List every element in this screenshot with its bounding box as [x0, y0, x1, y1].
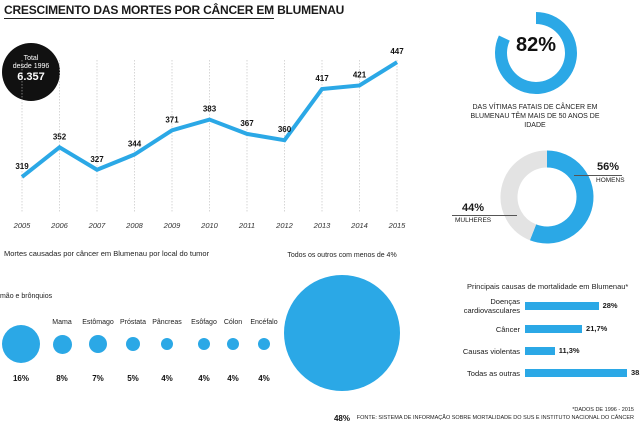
bar-value: 11,3%	[558, 346, 580, 355]
age-caption: DAS VÍTIMAS FATAIS DE CÂNCER EM BLUMENAU…	[470, 104, 600, 129]
bubble-label: Encéfalo	[250, 319, 278, 326]
bubble-label: Esôfago	[191, 319, 217, 326]
line-chart: 2005 319 2006 352 2007 327 2008 344 2009 371 2010 3…	[13, 47, 407, 230]
age-donut-value: 82%	[515, 34, 557, 56]
bubble-7	[227, 338, 239, 350]
bubble-6	[198, 338, 210, 350]
women-label: MULHERES	[455, 217, 492, 224]
bubble-9	[284, 275, 400, 391]
total-badge-line2: desde 1996	[12, 63, 50, 70]
bubble-label: Próstata	[119, 319, 147, 326]
data-label: 421	[353, 70, 367, 79]
line-series	[20, 60, 399, 179]
bar-label: Câncer	[495, 325, 520, 334]
bubble-1	[2, 325, 40, 363]
bubble-value: 7%	[92, 374, 104, 383]
data-label: 417	[315, 74, 329, 83]
footnote-years: *DADOS DE 1996 - 2015	[572, 407, 634, 413]
data-label: 352	[53, 132, 67, 141]
line-chart-gridlines	[21, 60, 398, 213]
x-tick-label: 2008	[125, 221, 144, 230]
gender-donut	[500, 150, 594, 244]
bubble-value: 4%	[198, 374, 210, 383]
bubble-label: Pulmão e brônquios	[0, 293, 53, 300]
bubble-value: 4%	[227, 374, 239, 383]
data-label: 360	[278, 125, 292, 134]
bar-label: Doenças cardiovasculares	[463, 297, 520, 315]
age-donut	[495, 12, 577, 94]
bubble-8	[258, 338, 270, 350]
x-tick-label: 2011	[238, 221, 255, 230]
bar-label: Causas violentas	[462, 347, 520, 356]
men-rule	[574, 175, 622, 176]
x-tick-label: 2014	[350, 221, 368, 230]
bubble-value: 5%	[127, 374, 139, 383]
bar	[525, 347, 555, 355]
bar-value: 28%	[602, 301, 618, 310]
bubble-label: Pâncreas	[152, 319, 182, 326]
gender-slice-women	[500, 150, 548, 241]
men-pct: 56%	[597, 161, 620, 173]
causes-section-title: Principais causas de mortalidade em Blum…	[467, 282, 629, 291]
page-title: CRESCIMENTO DAS MORTES POR CÂNCER EM BLU…	[4, 3, 345, 17]
bubble-4	[126, 337, 140, 351]
bubble-value: 4%	[161, 374, 173, 383]
bubble-value: 8%	[56, 374, 68, 383]
bubble-label: Cólon	[223, 319, 243, 326]
bar-value: 38,8%	[631, 368, 640, 377]
bubble-label: Todos os outros com menos de 4%	[287, 252, 397, 259]
x-tick-label: 2010	[200, 221, 219, 230]
x-tick-label: 2006	[50, 221, 69, 230]
bubble-value: 16%	[12, 374, 29, 383]
x-tick-label: 2013	[313, 221, 332, 230]
bubble-value: 4%	[258, 374, 270, 383]
bubble-5	[161, 338, 173, 350]
bar	[525, 369, 627, 377]
line-chart-labels: 2005 319 2006 352 2007 327 2008 344 2009 371 2010 3…	[13, 47, 407, 230]
data-label: 383	[203, 105, 217, 114]
x-tick-label: 2009	[163, 221, 182, 230]
data-label: 319	[15, 162, 29, 171]
total-badge-value: 6.357	[17, 71, 45, 83]
age-donut-slice-over50	[495, 12, 577, 94]
bar-value: 21,7%	[586, 324, 608, 333]
bar-label: Todas as outras	[467, 369, 520, 378]
data-label: 367	[240, 119, 254, 128]
bubble-label: Estômago	[82, 319, 114, 326]
total-badge-line1: Total	[23, 55, 39, 62]
x-tick-label: 2007	[88, 221, 107, 230]
data-label: 327	[90, 155, 104, 164]
tumor-section-title: Mortes causadas por câncer em Blumenau p…	[4, 249, 210, 258]
bubble-label: Mama	[52, 319, 72, 326]
title-divider	[4, 18, 274, 19]
bubble-value: 48%	[333, 414, 350, 423]
data-label: 371	[165, 115, 179, 124]
x-tick-label: 2005	[13, 221, 32, 230]
bar	[525, 325, 583, 333]
data-label: 344	[128, 140, 142, 149]
women-rule	[452, 215, 517, 216]
total-badge: Total desde 1996 6.357	[2, 43, 60, 101]
gender-slice-men	[529, 150, 594, 244]
footnote-source: FONTE: SISTEMA DE INFORMAÇÃO SOBRE MORTA…	[356, 415, 634, 421]
bar	[525, 302, 599, 310]
x-tick-label: 2012	[275, 221, 294, 230]
x-tick-label: 2015	[388, 221, 407, 230]
bubble-3	[89, 335, 107, 353]
men-label: HOMENS	[596, 177, 625, 184]
women-pct: 44%	[462, 202, 485, 214]
bubble-2	[52, 334, 72, 354]
data-label: 447	[390, 47, 404, 56]
